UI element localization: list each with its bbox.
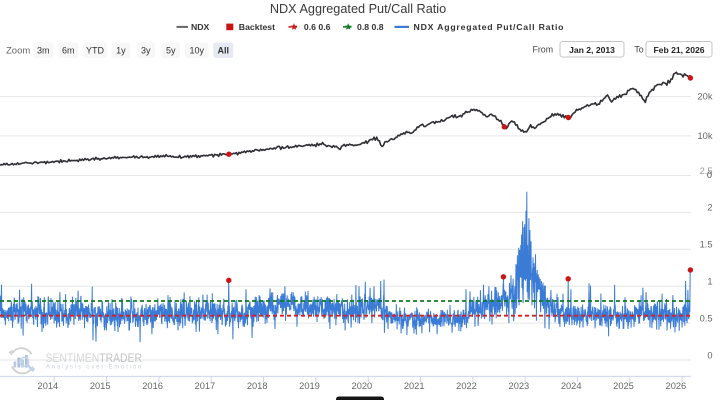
svg-text:All: All: [218, 46, 230, 56]
svg-text:6m: 6m: [62, 46, 75, 56]
svg-text:2014: 2014: [38, 381, 59, 391]
svg-text:YTD: YTD: [86, 46, 105, 56]
svg-text:2018: 2018: [247, 381, 268, 391]
svg-text:10y: 10y: [189, 46, 204, 56]
svg-text:To: To: [634, 45, 643, 55]
svg-text:0: 0: [707, 350, 712, 360]
svg-text:SENTIMENTRADER: SENTIMENTRADER: [46, 351, 143, 365]
svg-text:1: 1: [707, 276, 712, 286]
svg-text:2020: 2020: [352, 381, 373, 391]
svg-text:2021: 2021: [404, 381, 425, 391]
svg-text:2: 2: [707, 203, 712, 213]
svg-text:2019: 2019: [299, 381, 320, 391]
svg-text:2015: 2015: [90, 381, 111, 391]
svg-text:2016: 2016: [142, 381, 163, 391]
svg-text:Backtest: Backtest: [239, 22, 275, 32]
svg-text:20k: 20k: [698, 91, 713, 101]
svg-text:Analysis over Emotion: Analysis over Emotion: [46, 365, 143, 371]
svg-text:From: From: [533, 45, 554, 55]
svg-text:2022: 2022: [456, 381, 477, 391]
svg-text:Feb 21, 2026: Feb 21, 2026: [653, 45, 704, 55]
svg-text:1.5: 1.5: [700, 240, 713, 250]
svg-text:NDX Aggregated Put/Call Ratio: NDX Aggregated Put/Call Ratio: [270, 2, 446, 16]
svg-text:0: 0: [707, 170, 712, 180]
svg-text:Zoom: Zoom: [6, 46, 30, 57]
svg-text:NDX: NDX: [191, 22, 210, 32]
svg-text:1y: 1y: [116, 46, 126, 56]
svg-text:0.8 0.8: 0.8 0.8: [357, 22, 384, 32]
svg-text:5y: 5y: [166, 46, 176, 56]
svg-text:Jan 2, 2013: Jan 2, 2013: [569, 45, 615, 55]
svg-text:10k: 10k: [698, 131, 713, 141]
svg-text:0.5: 0.5: [700, 313, 713, 323]
svg-text:2024: 2024: [561, 381, 582, 391]
svg-text:2023: 2023: [509, 381, 530, 391]
svg-text:3y: 3y: [141, 46, 151, 56]
svg-text:2025: 2025: [613, 381, 634, 391]
svg-text:3m: 3m: [37, 46, 50, 56]
svg-text:2017: 2017: [195, 381, 216, 391]
svg-text:0.6 0.6: 0.6 0.6: [304, 22, 331, 32]
svg-text:2026: 2026: [666, 381, 687, 391]
svg-text:NDX Aggregated Put/Call Ratio: NDX Aggregated Put/Call Ratio: [414, 22, 565, 32]
svg-text:2.5: 2.5: [700, 166, 713, 176]
